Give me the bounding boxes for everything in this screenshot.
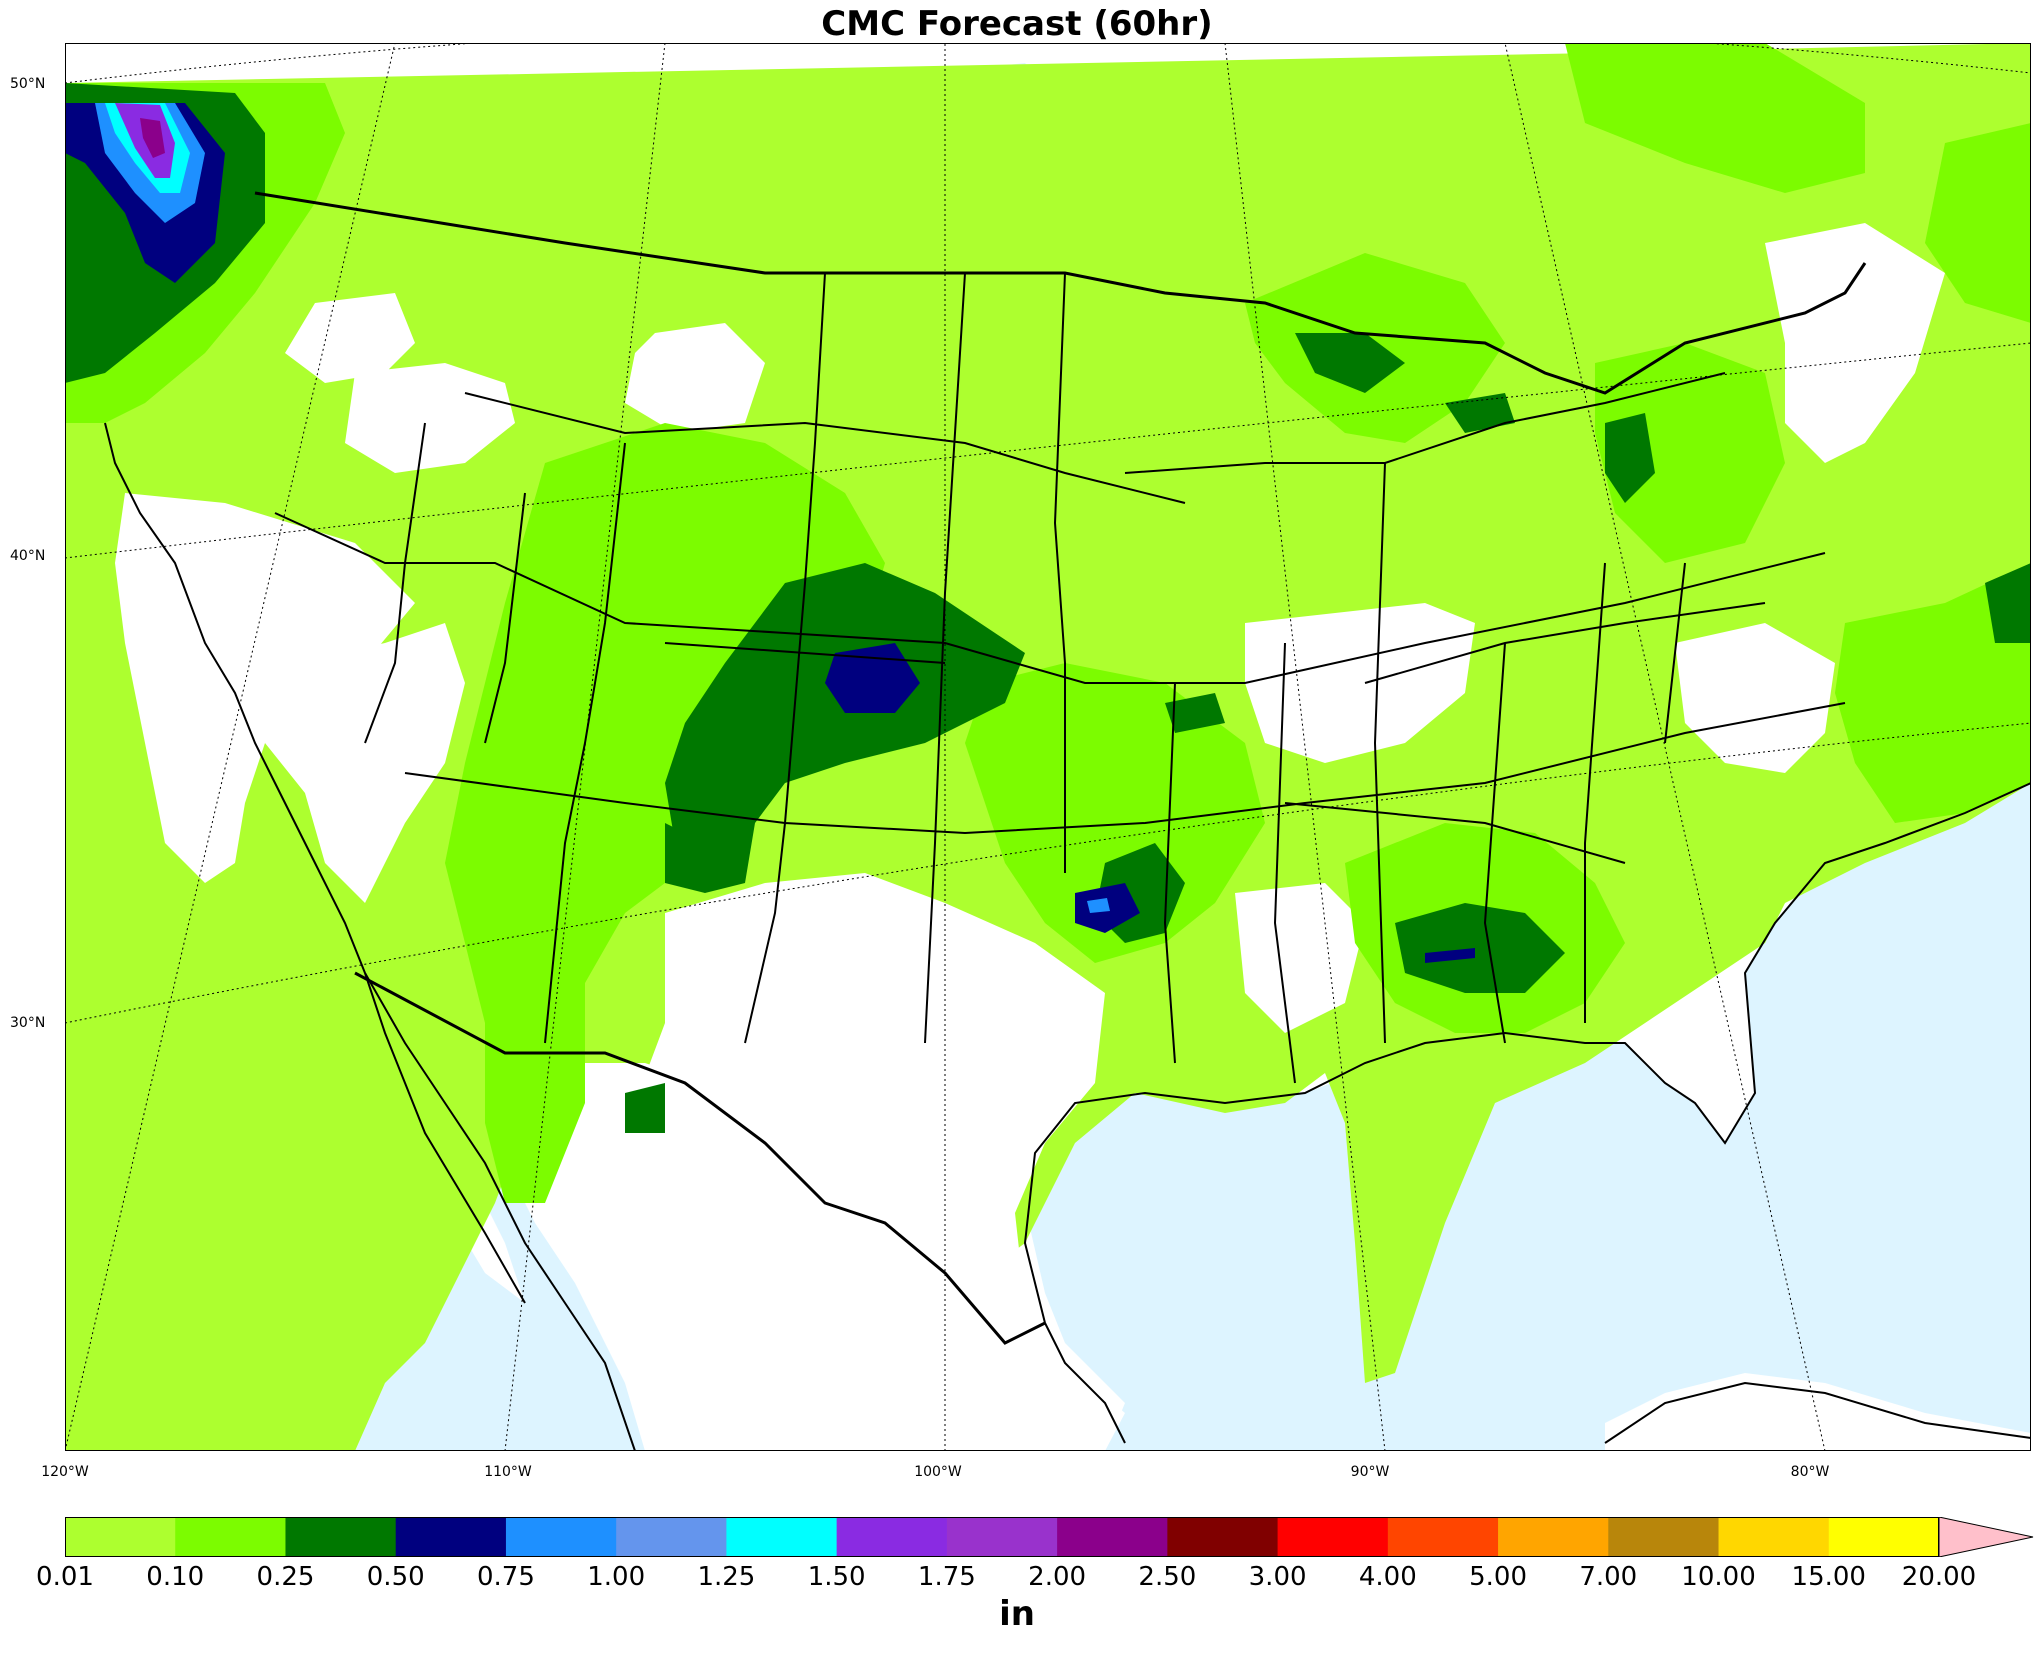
colorbar-tick-label: 0.25: [256, 1562, 315, 1592]
colorbar-cells: [65, 1517, 1940, 1557]
colorbar-tick-label: 3.00: [1248, 1562, 1307, 1592]
colorbar-cell: [395, 1517, 507, 1557]
colorbar-cell: [1718, 1517, 1830, 1557]
lon-label-110w: 110°W: [484, 1464, 532, 1480]
lat-label-50n: 50°N: [10, 76, 46, 92]
colorbar-cell: [65, 1517, 176, 1557]
colorbar-cell: [1387, 1517, 1499, 1557]
colorbar: [65, 1517, 2034, 1557]
colorbar-cell: [1167, 1517, 1279, 1557]
colorbar-cell: [1057, 1517, 1168, 1557]
colorbar-tick-label: 20.00: [1901, 1562, 1977, 1592]
colorbar-cell: [175, 1517, 286, 1557]
dry-nevada: [265, 623, 465, 903]
colorbar-cell: [946, 1517, 1058, 1557]
colorbar-units: in: [999, 1594, 1035, 1634]
colorbar-tick-label: 5.00: [1469, 1562, 1527, 1592]
colorbar-tick-label: 15.00: [1791, 1562, 1866, 1592]
colorbar-cell: [836, 1517, 948, 1557]
colorbar-tick-label: 0.01: [36, 1562, 94, 1592]
colorbar-cell: [1828, 1517, 1940, 1557]
dry-carolina: [1675, 623, 1835, 773]
colorbar-tick-label: 1.25: [697, 1562, 756, 1592]
colorbar-tick-label: 1.75: [917, 1562, 976, 1592]
colorbar-cell: [726, 1517, 838, 1557]
lat-label-30n: 30°N: [10, 1015, 46, 1031]
coastline-west: [104, 422, 366, 974]
dry-idaho: [285, 293, 515, 473]
us-canada-border: [254, 191, 1867, 395]
graticule: [65, 43, 2031, 1451]
dry-northeast: [1765, 223, 1945, 463]
colorbar-tick-label: 10.00: [1681, 1562, 1756, 1592]
dry-west: [115, 493, 415, 883]
coastline-baja: [364, 972, 526, 1304]
colorbar-cell: [1608, 1517, 1720, 1557]
coastline-mexico: [364, 972, 1126, 1451]
dry-louisiana: [1235, 883, 1365, 1033]
borders: [104, 191, 2031, 1451]
colorbar-cell: [285, 1517, 397, 1557]
colorbar-cell: [616, 1517, 727, 1557]
state-lines: [274, 272, 1846, 1084]
colorbar-tick-label: 2.00: [1028, 1562, 1087, 1592]
dry-kentucky: [1245, 603, 1475, 763]
colorbar-extend-arrow: [1938, 1517, 2034, 1557]
colorbar-cell: [505, 1517, 617, 1557]
colorbar-tick-label: 1.50: [807, 1562, 866, 1592]
colorbar-cell: [1277, 1517, 1389, 1557]
cuba-land: [1605, 1373, 2031, 1451]
lat-label-40n: 40°N: [10, 548, 46, 564]
coastline-cuba: [1604, 1381, 2031, 1444]
map-title: CMC Forecast (60hr): [821, 4, 1213, 44]
lon-label-90w: 90°W: [1350, 1464, 1390, 1480]
precipitation-map: [65, 43, 2031, 1451]
dry-montana: [625, 323, 765, 433]
us-mexico-border: [354, 971, 1046, 1345]
lon-label-80w: 80°W: [1790, 1464, 1830, 1480]
precip-2.00-layer: [140, 118, 165, 158]
colorbar-tick-label: 1.00: [587, 1562, 646, 1592]
colorbar-tick-label: 2.50: [1138, 1562, 1197, 1592]
colorbar-tick-label: 0.75: [476, 1562, 535, 1592]
colorbar-cell: [1498, 1517, 1609, 1557]
coastline-gulf: [1023, 782, 2031, 1324]
lon-label-100w: 100°W: [914, 1464, 962, 1480]
colorbar-tick-label: 7.00: [1579, 1562, 1638, 1592]
lon-label-120w: 120°W: [41, 1464, 89, 1480]
colorbar-tick-label: 0.50: [366, 1562, 425, 1592]
colorbar-tick-label: 0.10: [146, 1562, 205, 1592]
colorbar-tick-label: 4.00: [1358, 1562, 1417, 1592]
map-frame: [65, 43, 2031, 1451]
